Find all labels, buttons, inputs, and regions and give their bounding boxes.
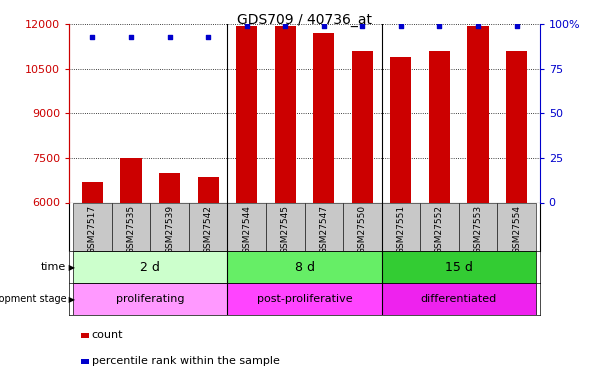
Point bbox=[165, 34, 174, 40]
Point bbox=[87, 34, 97, 40]
Point bbox=[396, 23, 406, 29]
Bar bbox=[467, 26, 488, 202]
Bar bbox=[73, 251, 227, 283]
Text: proliferating: proliferating bbox=[116, 294, 185, 304]
Bar bbox=[227, 202, 266, 251]
Bar bbox=[73, 283, 227, 315]
Bar bbox=[429, 51, 450, 202]
Bar bbox=[236, 26, 257, 202]
Bar bbox=[227, 283, 382, 315]
Point bbox=[435, 23, 444, 29]
Text: count: count bbox=[92, 330, 123, 340]
Bar bbox=[313, 33, 335, 203]
Point bbox=[280, 23, 290, 29]
Text: development stage: development stage bbox=[0, 294, 66, 304]
Text: post-proliferative: post-proliferative bbox=[257, 294, 352, 304]
Text: percentile rank within the sample: percentile rank within the sample bbox=[92, 357, 280, 366]
Text: differentiated: differentiated bbox=[421, 294, 497, 304]
Point bbox=[203, 34, 213, 40]
Point bbox=[512, 23, 522, 29]
Text: GSM27547: GSM27547 bbox=[320, 205, 328, 254]
Bar bbox=[82, 182, 103, 203]
Text: GSM27552: GSM27552 bbox=[435, 205, 444, 254]
Point bbox=[242, 23, 251, 29]
Bar bbox=[382, 202, 420, 251]
Bar bbox=[305, 202, 343, 251]
Text: 8 d: 8 d bbox=[294, 261, 315, 274]
Bar bbox=[390, 57, 411, 202]
Point bbox=[358, 23, 367, 29]
Bar bbox=[73, 202, 112, 251]
Bar bbox=[266, 202, 305, 251]
Text: GSM27554: GSM27554 bbox=[512, 205, 521, 254]
Text: GSM27545: GSM27545 bbox=[281, 205, 289, 254]
Text: GDS709 / 40736_at: GDS709 / 40736_at bbox=[237, 13, 372, 27]
Bar bbox=[382, 283, 536, 315]
Bar bbox=[352, 51, 373, 202]
Bar bbox=[189, 202, 227, 251]
Text: GSM27517: GSM27517 bbox=[88, 205, 97, 254]
Text: 2 d: 2 d bbox=[140, 261, 160, 274]
Bar bbox=[343, 202, 382, 251]
Bar bbox=[420, 202, 459, 251]
Point bbox=[126, 34, 136, 40]
Bar bbox=[198, 177, 219, 203]
Bar bbox=[112, 202, 150, 251]
Bar bbox=[121, 158, 142, 203]
Text: GSM27550: GSM27550 bbox=[358, 205, 367, 254]
Text: GSM27551: GSM27551 bbox=[396, 205, 405, 254]
Bar bbox=[506, 51, 527, 202]
Bar bbox=[274, 26, 296, 202]
Bar bbox=[227, 251, 382, 283]
Bar bbox=[382, 251, 536, 283]
Text: GSM27535: GSM27535 bbox=[127, 205, 136, 254]
Text: GSM27542: GSM27542 bbox=[204, 205, 213, 254]
Bar bbox=[459, 202, 497, 251]
Text: ▶: ▶ bbox=[66, 295, 75, 304]
Text: time: time bbox=[41, 262, 66, 272]
Text: GSM27539: GSM27539 bbox=[165, 205, 174, 254]
Bar bbox=[159, 173, 180, 202]
Text: GSM27553: GSM27553 bbox=[473, 205, 482, 254]
Bar bbox=[150, 202, 189, 251]
Text: GSM27544: GSM27544 bbox=[242, 205, 251, 254]
Point bbox=[319, 23, 329, 29]
Text: 15 d: 15 d bbox=[445, 261, 473, 274]
Bar bbox=[497, 202, 536, 251]
Point bbox=[473, 23, 483, 29]
Text: ▶: ▶ bbox=[66, 263, 75, 272]
